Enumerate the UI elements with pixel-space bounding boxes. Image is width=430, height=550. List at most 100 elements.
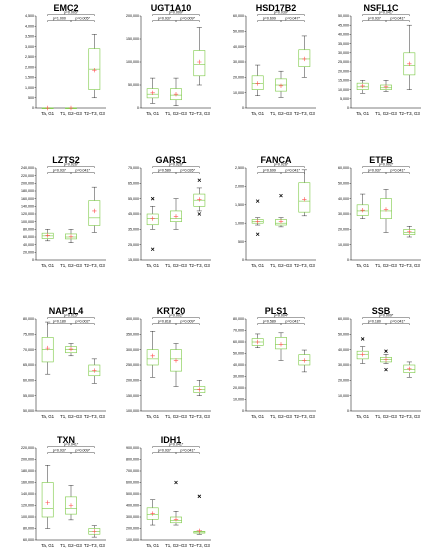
panel-idh1: IDH1 100,000 200,000 300,000 400,000 500,000 6… — [126, 435, 211, 548]
pvalue-bracket — [385, 172, 410, 174]
pvalue-bracket — [362, 166, 410, 168]
pvalue-bracket — [257, 20, 282, 22]
category-label: T2–T3, G3 — [294, 111, 316, 116]
category-label: T1, G2–G3 — [165, 111, 187, 116]
panel-title: KRT20 — [157, 306, 186, 316]
y-tick-label: 40,000 — [338, 33, 349, 37]
pvalue-label: p=0.002* — [379, 163, 394, 167]
mean-marker — [150, 90, 155, 96]
category-label: T2–T3, G3 — [294, 414, 316, 419]
pvalue-label: p=0.026* — [274, 163, 289, 167]
y-tick-label: 60,000 — [23, 538, 34, 542]
y-tick-label: 75,000 — [23, 333, 34, 337]
category-label: Ta, G1 — [146, 414, 159, 419]
y-tick-label: 20,000 — [23, 251, 34, 255]
mean-marker — [255, 219, 260, 224]
pvalue-label: p=0.937 — [53, 449, 66, 453]
y-tick-label: 10,000 — [233, 398, 244, 402]
pvalue-bracket — [280, 323, 305, 325]
category-label: Ta, G1 — [41, 263, 54, 268]
panel-title: NAP1L4 — [49, 306, 84, 316]
y-tick-label: 100,000 — [126, 60, 139, 64]
mean-marker — [45, 500, 50, 505]
y-tick-label: 1,000 — [25, 86, 34, 90]
y-tick-label: 30,000 — [338, 51, 349, 55]
outlier-marker — [174, 480, 178, 485]
y-tick-label: 45,000 — [128, 212, 139, 216]
y-tick-label: 5,000 — [340, 97, 349, 101]
y-tick-label: 10,000 — [338, 88, 349, 92]
panel-hsd17b2: HSD17B2 0 10,000 20,000 30,000 40,000 50,000 60… — [233, 3, 316, 116]
category-label: T2–T3, G3 — [399, 111, 421, 116]
y-tick-label: 300,000 — [126, 348, 139, 352]
mean-marker — [173, 92, 179, 97]
box-1 — [380, 189, 392, 233]
category-label: T1, G2–G3 — [60, 543, 82, 548]
box-0 — [41, 321, 54, 375]
pvalue-bracket — [385, 20, 410, 22]
box-0 — [356, 193, 369, 219]
mean-marker — [150, 353, 155, 358]
category-label: T1, G2–G3 — [375, 111, 397, 116]
mean-marker — [383, 357, 389, 362]
category-label: T2–T3, G3 — [294, 263, 316, 268]
pvalue-bracket — [257, 323, 282, 325]
box-2 — [298, 349, 311, 373]
category-label: T1, G2–G3 — [270, 263, 292, 268]
category-label: Ta, G1 — [146, 543, 159, 548]
pvalue-bracket — [47, 317, 95, 319]
y-tick-label: 200,000 — [126, 379, 139, 383]
box-1 — [170, 198, 182, 230]
panel-fanca: FANCA 0 500 1,000 1,500 2,000 2,500 Ta, G1 T1, G… — [235, 155, 316, 268]
mean-marker — [407, 229, 412, 234]
mean-marker — [173, 214, 179, 219]
pvalue-bracket — [152, 166, 200, 168]
box-1 — [65, 229, 77, 243]
outlier-marker — [197, 178, 202, 183]
box-0 — [146, 196, 159, 252]
pvalue-bracket — [175, 20, 200, 22]
pvalue-bracket — [280, 20, 305, 22]
mean-marker — [92, 67, 97, 73]
pvalue-label: p=0.937 — [53, 169, 66, 173]
mean-marker — [197, 387, 202, 392]
y-tick-label: 70,000 — [233, 329, 244, 333]
pvalue-label: p=0.041* — [379, 11, 394, 15]
pvalue-label: p=0.937 — [368, 169, 381, 173]
mean-marker — [278, 342, 284, 347]
y-tick-label: 2,000 — [235, 185, 244, 189]
pvalue-bracket — [280, 172, 305, 174]
box-1 — [65, 485, 77, 521]
panel-title: HSD17B2 — [256, 3, 297, 13]
category-label: T1, G2–G3 — [270, 414, 292, 419]
box-0 — [41, 465, 54, 529]
outlier-marker — [197, 494, 202, 499]
panel-krt20: KRT20 100,000 150,000 200,000 250,000 300,000… — [126, 306, 211, 419]
y-tick-label: 220,000 — [21, 174, 34, 178]
pvalue-label: p=0.937 — [158, 449, 171, 453]
mean-marker — [68, 105, 74, 111]
mean-marker — [360, 207, 365, 213]
y-tick-label: 140,000 — [21, 205, 34, 209]
pvalue-bracket — [175, 452, 200, 454]
box-1 — [275, 193, 287, 228]
y-tick-label: 40,000 — [233, 45, 244, 49]
category-label: T2–T3, G3 — [84, 263, 106, 268]
mean-marker — [302, 197, 307, 202]
y-tick-label: 300,000 — [126, 515, 139, 519]
box-2 — [298, 169, 311, 217]
category-label: T1, G2–G3 — [60, 111, 82, 116]
y-tick-label: 2,500 — [25, 55, 34, 59]
panel-title: LZTS2 — [52, 155, 80, 165]
mean-marker — [407, 366, 412, 372]
y-tick-label: 60,000 — [233, 340, 244, 344]
pvalue-label: p=0.047* — [285, 17, 300, 21]
category-label: T2–T3, G3 — [189, 543, 211, 548]
outlier-marker — [150, 247, 155, 252]
mean-marker — [68, 234, 74, 239]
box-0 — [146, 331, 159, 378]
y-tick-label: 400,000 — [126, 317, 139, 321]
pvalue-bracket — [152, 172, 177, 174]
box-0 — [356, 80, 369, 94]
y-tick-label: 0 — [347, 409, 349, 413]
